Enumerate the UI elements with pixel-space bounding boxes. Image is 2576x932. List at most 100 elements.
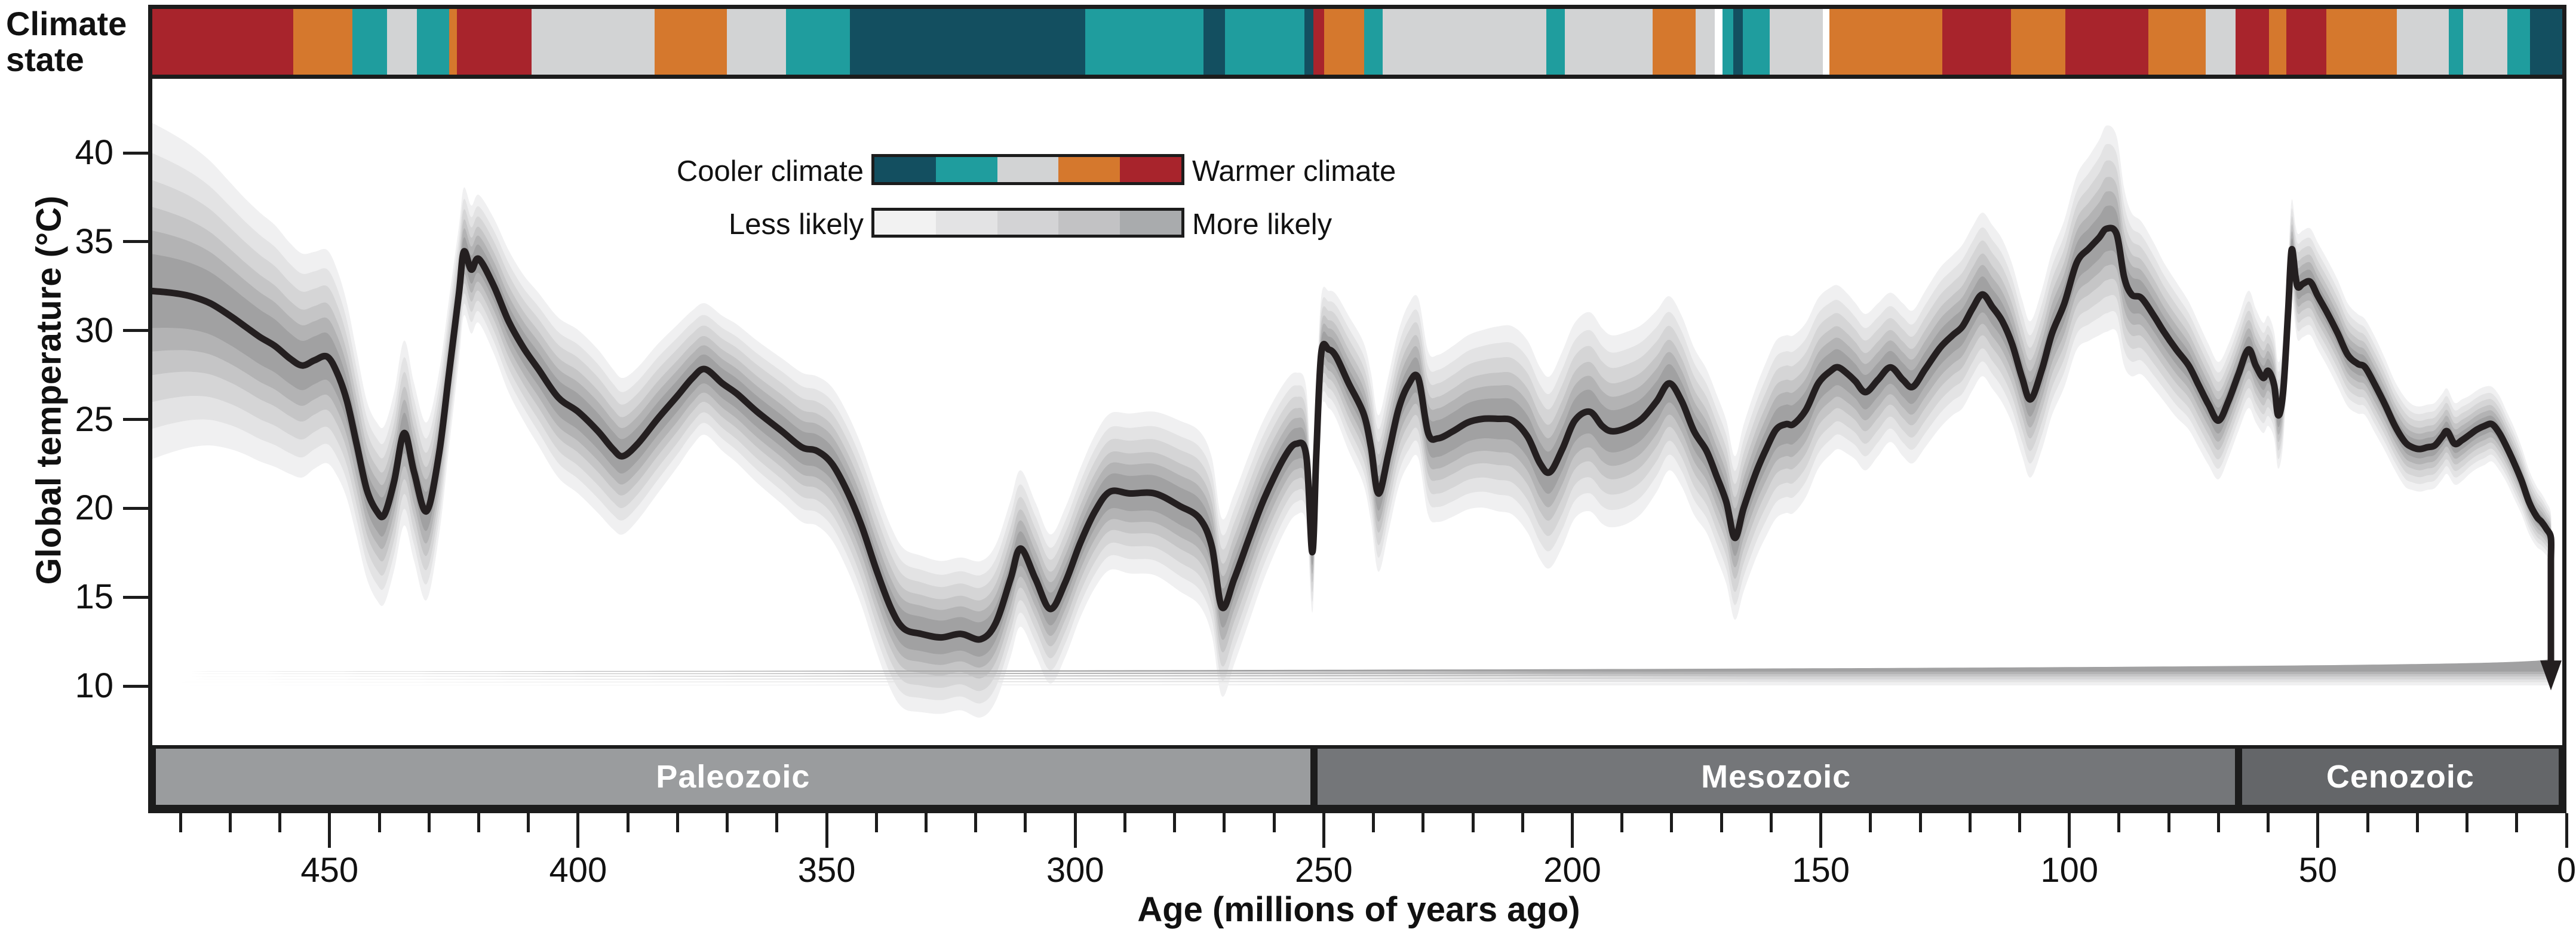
- climate-state-segment-orange: [1324, 9, 1365, 75]
- climate-state-segment-orange: [655, 9, 727, 75]
- climate-state-segment-teal: [1085, 9, 1204, 75]
- era-band-paleozoic: Paleozoic: [152, 749, 1314, 805]
- climate-state-segment-orange: [449, 9, 457, 75]
- x-minor-tick-80: [2167, 813, 2170, 832]
- x-tick-label-50: 50: [2298, 851, 2338, 890]
- legend-swatch-red: [1120, 157, 1181, 182]
- climate-state-segment-orange: [2011, 9, 2066, 75]
- x-minor-tick-170: [1720, 813, 1723, 832]
- legend-swatch-likelihood-4: [1058, 211, 1120, 235]
- x-minor-tick-330: [925, 813, 928, 832]
- legend-warmer-label: Warmer climate: [1192, 155, 1396, 187]
- x-tick-label-300: 300: [1046, 851, 1104, 890]
- x-minor-tick-110: [2018, 813, 2021, 832]
- y-tick-label-25: 25: [75, 399, 113, 439]
- x-minor-tick-440: [377, 813, 381, 832]
- climate-state-segment-navy: [1304, 9, 1313, 75]
- x-minor-tick-410: [527, 813, 530, 832]
- x-minor-tick-310: [1024, 813, 1027, 832]
- x-minor-tick-380: [676, 813, 679, 832]
- x-minor-tick-470: [228, 813, 232, 832]
- era-label-paleozoic: Paleozoic: [656, 759, 810, 795]
- x-minor-tick-420: [477, 813, 480, 832]
- y-tick-25: [123, 418, 148, 421]
- climate-state-segment-gray: [386, 9, 417, 75]
- legend-swatch-navy: [874, 157, 936, 182]
- climate-state-segment-navy: [2530, 9, 2563, 75]
- x-minor-tick-270: [1223, 813, 1226, 832]
- x-minor-tick-10: [2515, 813, 2519, 832]
- climate-state-segment-gray: [2396, 9, 2449, 75]
- uncertainty-band-3: [152, 160, 2552, 691]
- climate-state-segment-teal: [1723, 9, 1734, 75]
- legend-climate-scale: [871, 154, 1184, 185]
- x-major-tick-450: [328, 813, 331, 848]
- x-minor-tick-130: [1918, 813, 1922, 832]
- x-tick-label-250: 250: [1294, 851, 1353, 890]
- x-major-tick-250: [1322, 813, 1325, 848]
- x-minor-tick-360: [775, 813, 779, 832]
- y-tick-40: [123, 151, 148, 155]
- x-minor-tick-90: [2117, 813, 2121, 832]
- x-major-tick-300: [1073, 813, 1077, 848]
- x-minor-tick-20: [2466, 813, 2469, 832]
- climate-state-segment-teal: [2449, 9, 2464, 75]
- climate-state-segment-orange: [293, 9, 353, 75]
- climate-state-segment-teal: [785, 9, 850, 75]
- legend-swatch-likelihood-5: [1120, 211, 1181, 235]
- x-major-tick-350: [825, 813, 828, 848]
- climate-state-segment-gray: [1383, 9, 1546, 75]
- climate-state-segment-navy: [1733, 9, 1743, 75]
- era-band-cenozoic: Cenozoic: [2238, 749, 2562, 805]
- climate-state-segment-teal: [2507, 9, 2530, 75]
- x-minor-tick-220: [1471, 813, 1475, 832]
- climate-state-segment-orange: [1653, 9, 1696, 75]
- x-minor-tick-320: [974, 813, 978, 832]
- climate-state-segment-red: [456, 9, 532, 75]
- y-tick-label-20: 20: [75, 488, 113, 528]
- y-tick-35: [123, 240, 148, 244]
- climate-state-segment-navy: [849, 9, 1085, 75]
- x-tick-label-0: 0: [2556, 851, 2576, 890]
- x-tick-label-400: 400: [549, 851, 607, 890]
- climate-state-segment-gray: [1696, 9, 1715, 75]
- legend-likelihood-scale: [871, 208, 1184, 238]
- era-band-mesozoic: Mesozoic: [1313, 749, 2239, 805]
- x-minor-tick-30: [2415, 813, 2419, 832]
- climate-state-segment-teal: [1364, 9, 1383, 75]
- x-minor-tick-190: [1620, 813, 1624, 832]
- climate-state-segment-white: [1822, 9, 1829, 75]
- x-major-tick-50: [2316, 813, 2320, 848]
- era-label-mesozoic: Mesozoic: [1701, 759, 1852, 795]
- climate-state-segment-navy: [1203, 9, 1226, 75]
- y-tick-10: [123, 684, 148, 688]
- x-minor-tick-140: [1869, 813, 1872, 832]
- x-major-tick-150: [1819, 813, 1823, 848]
- x-minor-tick-40: [2366, 813, 2369, 832]
- x-major-tick-400: [576, 813, 580, 848]
- climate-state-segment-white: [1715, 9, 1723, 75]
- climate-state-segment-red: [152, 9, 294, 75]
- y-tick-30: [123, 329, 148, 333]
- x-minor-tick-340: [874, 813, 878, 832]
- legend-swatch-likelihood-2: [935, 211, 997, 235]
- climate-state-segment-gray: [531, 9, 655, 75]
- era-label-cenozoic: Cenozoic: [2326, 759, 2474, 795]
- plot-area: Paleozoic Mesozoic Cenozoic: [148, 75, 2566, 813]
- y-tick-label-10: 10: [75, 666, 113, 705]
- x-tick-label-150: 150: [1792, 851, 1850, 890]
- climate-state-segment-teal: [1743, 9, 1770, 75]
- y-tick-label-15: 15: [75, 577, 113, 617]
- climate-state-segment-orange: [1829, 9, 1942, 75]
- x-minor-tick-460: [278, 813, 282, 832]
- y-tick-label-35: 35: [75, 222, 113, 261]
- y-tick-label-30: 30: [75, 310, 113, 350]
- x-major-tick-200: [1570, 813, 1574, 848]
- x-tick-label-350: 350: [797, 851, 856, 890]
- climate-state-segment-gray: [726, 9, 786, 75]
- x-tick-label-100: 100: [2040, 851, 2099, 890]
- x-minor-tick-180: [1670, 813, 1674, 832]
- x-major-tick-100: [2068, 813, 2071, 848]
- x-major-tick-0: [2565, 813, 2568, 848]
